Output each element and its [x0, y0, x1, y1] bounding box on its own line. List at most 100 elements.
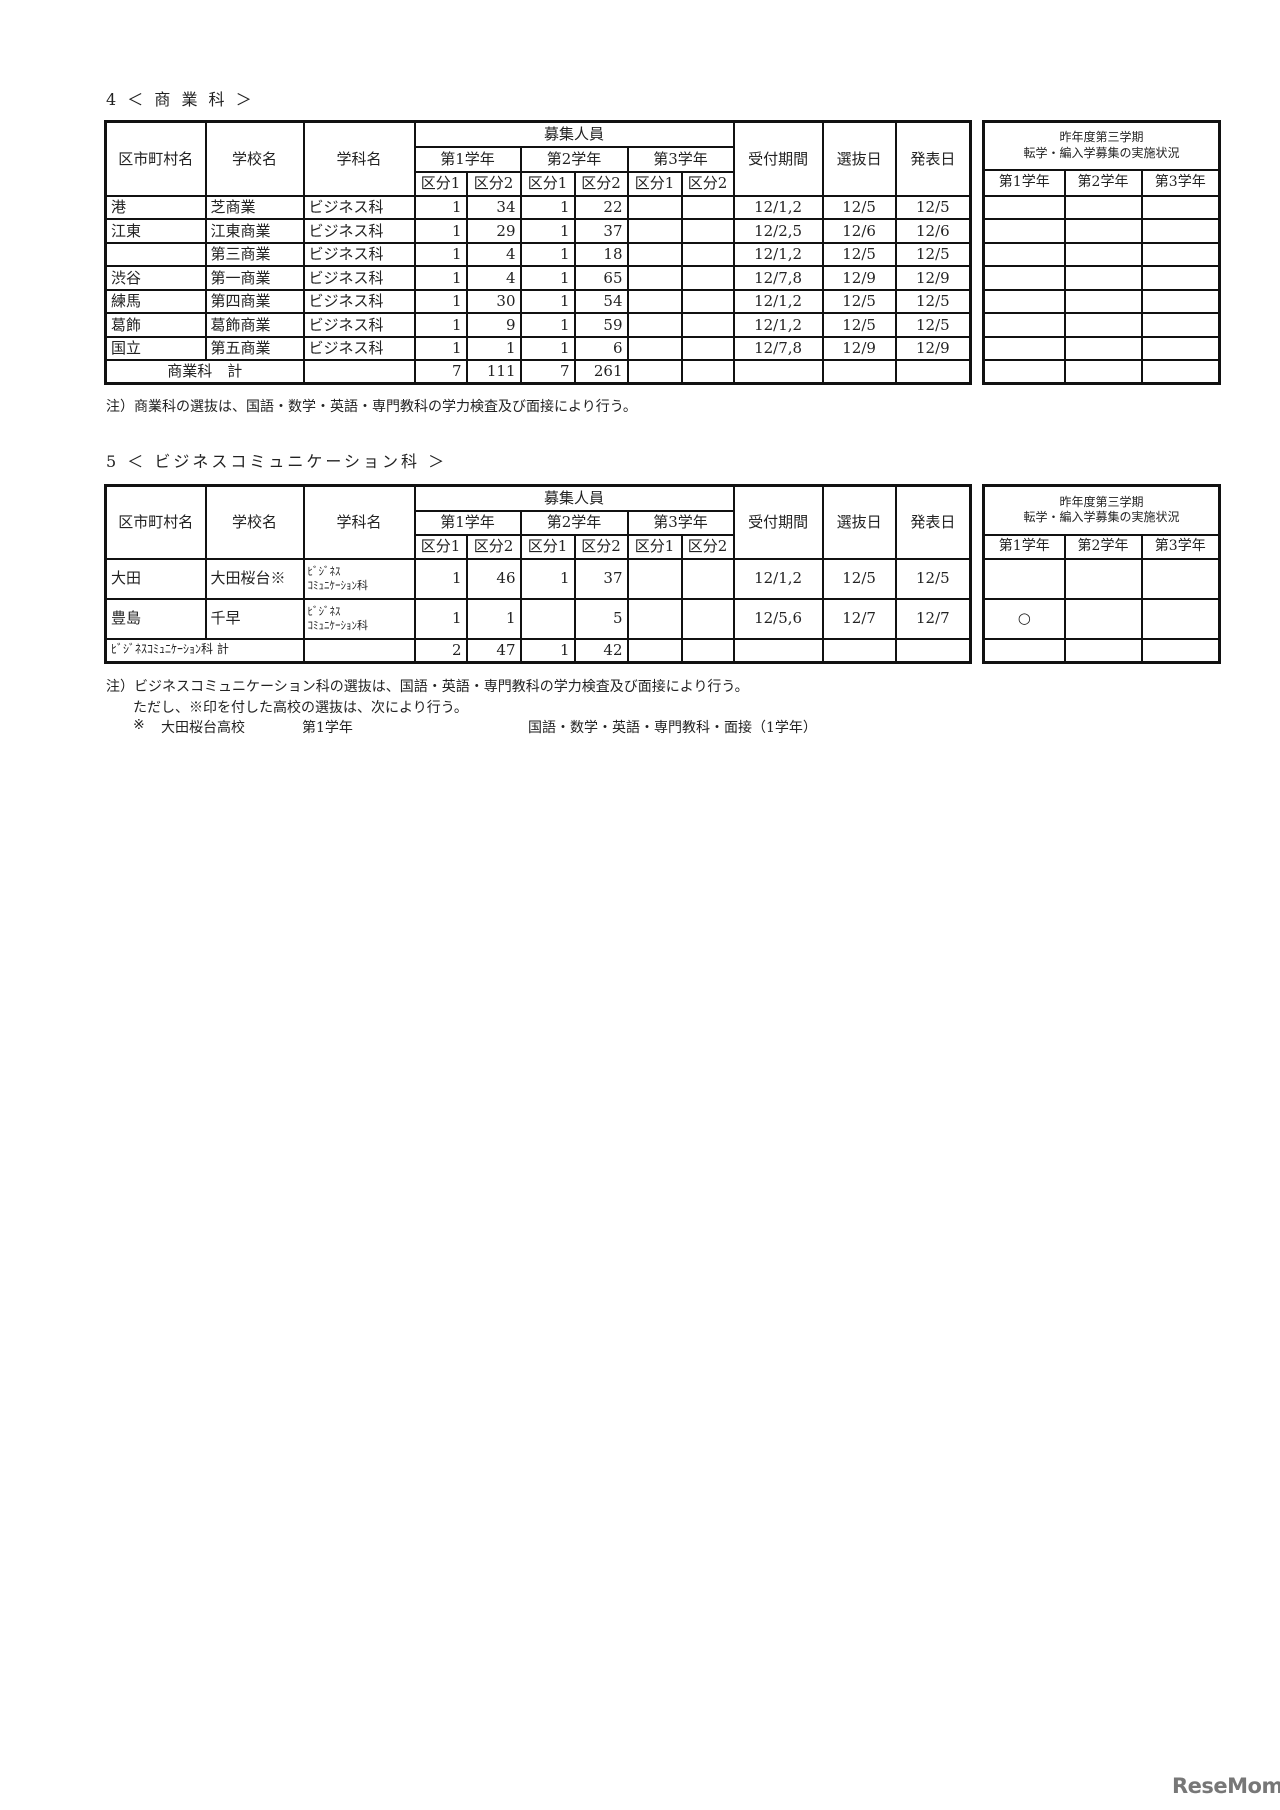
- recruitment-count-cell: 37: [573, 557, 629, 600]
- previous-year-cell: [1140, 288, 1221, 314]
- recruitment-count-cell: 1: [519, 557, 576, 600]
- department-cell: ビジネス科: [302, 265, 416, 291]
- header-division: 区分1: [413, 533, 468, 560]
- header-reception: 受付期間: [732, 120, 824, 197]
- section-heading: 5 ＜ ビジネスコミュニケーション科 ＞: [106, 452, 448, 471]
- municipality-cell: 大田: [104, 557, 207, 600]
- reception-cell: 12/1,2: [732, 288, 824, 314]
- previous-year-cell: [1063, 218, 1143, 244]
- department-cell: ビジネス科: [302, 194, 416, 220]
- previous-year-cell: [982, 241, 1066, 267]
- previous-year-cell: [982, 312, 1066, 338]
- previous-year-cell: [982, 265, 1066, 291]
- selection-date-cell: 12/5: [821, 241, 897, 267]
- table-row: [982, 265, 1221, 291]
- special-school: 大田桜台高校: [161, 720, 245, 736]
- header-selection-date: 選抜日: [821, 484, 897, 560]
- header-grade: 第1学年: [413, 145, 522, 173]
- school-cell: 第五商業: [204, 335, 305, 361]
- empty-cell: [982, 359, 1066, 385]
- municipality-cell: 練馬: [104, 288, 207, 314]
- previous-year-cell: [1063, 597, 1143, 640]
- header-grade: 第3学年: [626, 145, 735, 173]
- previous-year-cell: ○: [982, 597, 1066, 640]
- announcement-date-cell: 12/5: [894, 194, 972, 220]
- announcement-date-cell: 12/6: [894, 218, 972, 244]
- recruitment-count-cell: 1: [413, 335, 468, 361]
- department-cell: ビジネス科: [302, 218, 416, 244]
- department-cell: ﾋﾞｼﾞﾈｽ ｺﾐｭﾆｹｰｼｮﾝ科: [302, 557, 416, 600]
- recruitment-count-cell: [680, 194, 735, 220]
- recruitment-count-cell: 1: [519, 312, 576, 338]
- recruitment-count-cell: 1: [519, 335, 576, 361]
- recruitment-count-cell: 9: [465, 312, 522, 338]
- header-department: 学科名: [302, 120, 416, 197]
- header-announcement-date: 発表日: [894, 120, 972, 197]
- empty-cell: [821, 637, 897, 663]
- resemom-logo: ReseMom: [1172, 1774, 1280, 1798]
- recruitment-count-cell: 22: [573, 194, 629, 220]
- header-grade: 第2学年: [519, 145, 629, 173]
- announcement-date-cell: 12/5: [894, 557, 972, 600]
- header-municipality: 区市町村名: [104, 484, 207, 560]
- note-text: 注）商業科の選抜は、国語・数学・英語・専門教科の学力検査及び面接により行う。: [106, 399, 637, 415]
- recruitment-count-cell: [519, 597, 576, 640]
- school-cell: 大田桜台※: [204, 557, 305, 600]
- selection-date-cell: 12/5: [821, 557, 897, 600]
- recruitment-count-cell: 1: [413, 597, 468, 640]
- selection-date-cell: 12/5: [821, 194, 897, 220]
- recruitment-count-cell: 1: [413, 557, 468, 600]
- table-row: 大田 大田桜台※ ﾋﾞｼﾞﾈｽ ｺﾐｭﾆｹｰｼｮﾝ科 1 46 1 37 12/1,2 12/5…: [104, 557, 972, 600]
- header-grade: 第1学年: [413, 509, 522, 536]
- total-count-cell: 2: [413, 637, 468, 663]
- note-text: 注）ビジネスコミュニケーション科の選抜は、国語・英語・専門教科の学力検査及び面接…: [106, 679, 749, 695]
- header-department: 学科名: [302, 484, 416, 560]
- recruitment-count-cell: 1: [519, 288, 576, 314]
- special-mark: ※: [133, 717, 145, 733]
- recruitment-count-cell: [680, 288, 735, 314]
- total-count-cell: [680, 637, 735, 663]
- header-grade: 第2学年: [519, 509, 629, 536]
- announcement-date-cell: 12/7: [894, 597, 972, 640]
- selection-date-cell: 12/6: [821, 218, 897, 244]
- empty-cell: [821, 359, 897, 385]
- empty-cell: [894, 637, 972, 663]
- special-grade: 第1学年: [302, 720, 353, 736]
- recruitment-count-cell: [626, 241, 683, 267]
- previous-year-cell: [982, 288, 1066, 314]
- recruitment-count-cell: [626, 335, 683, 361]
- previous-year-grade-header: 第3学年: [1140, 533, 1221, 560]
- previous-year-cell: [1140, 312, 1221, 338]
- municipality-cell: 江東: [104, 218, 207, 244]
- recruitment-count-cell: [626, 265, 683, 291]
- empty-cell: [1140, 359, 1221, 385]
- previous-year-title: 昨年度第三学期 転学・編入学募集の実施状況: [982, 120, 1221, 171]
- previous-year-cell: [1063, 288, 1143, 314]
- recruitment-count-cell: [680, 312, 735, 338]
- recruitment-count-cell: 1: [413, 312, 468, 338]
- header-division: 区分1: [626, 533, 683, 560]
- recruitment-count-cell: 1: [413, 218, 468, 244]
- previous-year-cell: [982, 194, 1066, 220]
- previous-year-grade-header: 第2学年: [1063, 533, 1143, 560]
- previous-year-cell: [1140, 335, 1221, 361]
- header-school: 学校名: [204, 120, 305, 197]
- recruitment-count-cell: 5: [573, 597, 629, 640]
- department-cell: ビジネス科: [302, 312, 416, 338]
- selection-date-cell: 12/7: [821, 597, 897, 640]
- total-count-cell: [626, 637, 683, 663]
- table-row: 江東 江東商業 ビジネス科 1 29 1 37 12/2,5 12/6 12/6: [104, 218, 972, 244]
- recruitment-count-cell: [680, 265, 735, 291]
- reception-cell: 12/5,6: [732, 597, 824, 640]
- municipality-cell: 葛飾: [104, 312, 207, 338]
- table-row: 豊島 千早 ﾋﾞｼﾞﾈｽ ｺﾐｭﾆｹｰｼｮﾝ科 1 1 5 12/5,6 12/7 12/7: [104, 597, 972, 640]
- table-row: [982, 335, 1221, 361]
- recruitment-count-cell: [626, 597, 683, 640]
- previous-year-cell: [1063, 557, 1143, 600]
- recruitment-count-cell: 59: [573, 312, 629, 338]
- header-division: 区分1: [519, 170, 576, 197]
- municipality-cell: 豊島: [104, 597, 207, 640]
- school-cell: 千早: [204, 597, 305, 640]
- announcement-date-cell: 12/5: [894, 241, 972, 267]
- recruitment-count-cell: 37: [573, 218, 629, 244]
